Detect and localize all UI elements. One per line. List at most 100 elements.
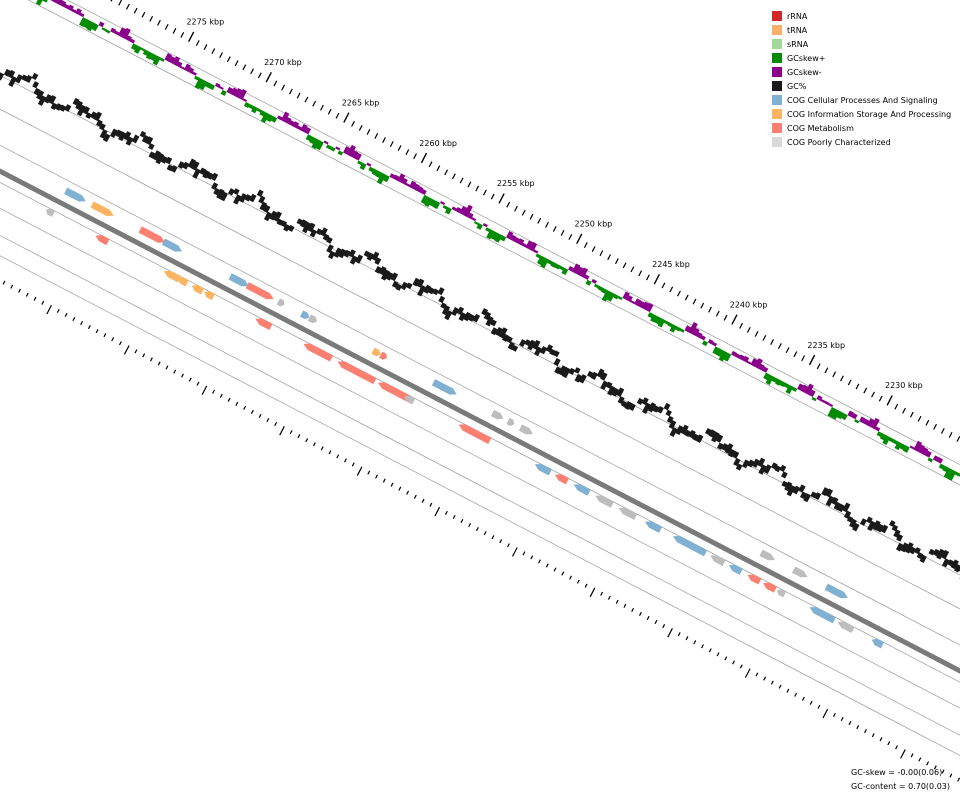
inner-minor-tick [840,716,844,722]
inner-minor-tick [545,563,549,568]
inner-minor-tick [856,725,860,730]
gc-content-segment [385,271,394,281]
minor-tick [320,104,324,111]
gc-content-segment [872,520,881,531]
gc-skew-segment [597,285,604,292]
gc-content-segment [59,104,67,112]
inner-minor-tick [390,482,394,487]
gc-skew-segment [667,322,674,328]
minor-tick [141,11,146,18]
legend-swatch [772,109,782,119]
gene-feature-arrow [161,238,183,252]
inner-minor-tick [95,329,99,334]
gc-content-segment [102,133,111,143]
minor-tick [397,145,402,152]
legend-label: COG Poorly Characterized [787,137,891,147]
minor-tick [894,403,899,410]
gc-content-segment [605,381,613,389]
inner-minor-tick [72,316,76,322]
gc-content-segment [96,119,103,127]
gc-content-segment [617,396,625,404]
inner-minor-tick [64,312,68,318]
gc-skew-segment [343,146,351,155]
inner-minor-tick [375,474,378,479]
gc-content-segment [628,403,636,411]
gc-skew-segment [412,183,420,191]
gc-skew-segment [101,27,107,32]
gc-skew-segment [164,52,172,62]
gc-skew-segment [921,447,929,456]
gc-skew-segment [366,162,372,167]
gc-skew-segment [854,419,860,424]
gc-content-segment [680,424,689,435]
minor-tick [708,306,712,313]
gc-skew-segment [408,180,417,189]
gc-content-segment [752,458,760,468]
gc-skew-segment [540,257,549,269]
gc-skew-segment [159,57,165,62]
gc-skew-segment [234,88,243,99]
gc-content-segment [843,510,852,519]
gc-skew-segment [280,111,290,123]
gc-skew-segment [771,376,778,383]
gene-feature-arrow [792,566,808,578]
gc-skew-segment [734,353,741,359]
inner-minor-tick [142,353,146,358]
gc-content-segment [732,450,740,459]
tick-label: 2255 kbp [497,179,535,188]
gc-content-segment [82,106,90,115]
gc-skew-segment [827,407,837,418]
legend-swatch [772,25,782,35]
gc-skew-segment [256,108,262,113]
gc-content-segment [490,319,497,327]
gc-content-segment [786,484,796,497]
tick-label: 2260 kbp [419,139,457,148]
inner-minor-tick [654,619,658,625]
gc-content-segment [309,229,317,238]
gene-feature-arrow [378,382,413,403]
legend-label: COG Metabolism [787,123,854,133]
gc-content-segment [695,434,704,444]
gc-content-segment [932,548,940,557]
gc-skew-segment [91,23,99,32]
inner-minor-tick [871,733,875,738]
gc-content-segment [170,165,178,173]
gc-content-segment [220,191,228,202]
gc-content-segment [798,484,806,493]
minor-tick [180,32,185,38]
gc-content-segment [506,336,513,344]
gc-skew-segment [220,89,227,96]
minor-tick [793,351,798,358]
gc-content-segment [624,400,632,411]
inner-minor-tick [18,288,21,293]
gc-skew-segment [783,382,790,389]
inner-minor-tick [33,296,37,301]
inner-minor-tick [87,325,91,330]
minor-tick [459,177,464,184]
minor-tick [878,395,883,402]
minor-tick [149,15,154,22]
gc-skew-segment [451,206,458,212]
gc-skew-segment [140,47,146,52]
inner-minor-tick [739,664,743,669]
inner-minor-tick [406,490,410,495]
gc-content-segment [33,87,41,96]
gc-skew-segment [913,440,923,452]
gc-content-segment [554,366,562,375]
gene-feature-arrow [431,379,457,395]
gc-content-segment [123,131,132,141]
gc-content-segment [721,443,729,451]
gc-content-segment [182,161,190,170]
gc-content-segment [333,247,342,258]
gc-content-segment [269,210,278,221]
gc-content-segment [85,112,92,119]
gc-content-segment [210,172,219,181]
inner-minor-tick [382,478,386,483]
gc-skew-segment [368,166,375,173]
gc-skew-segment [129,38,136,44]
gc-skew-segment [55,0,63,6]
gc-content-segment [936,548,945,560]
gc-skew-segment [568,266,575,272]
minor-tick [545,221,549,228]
gc-content-segment [852,522,860,532]
